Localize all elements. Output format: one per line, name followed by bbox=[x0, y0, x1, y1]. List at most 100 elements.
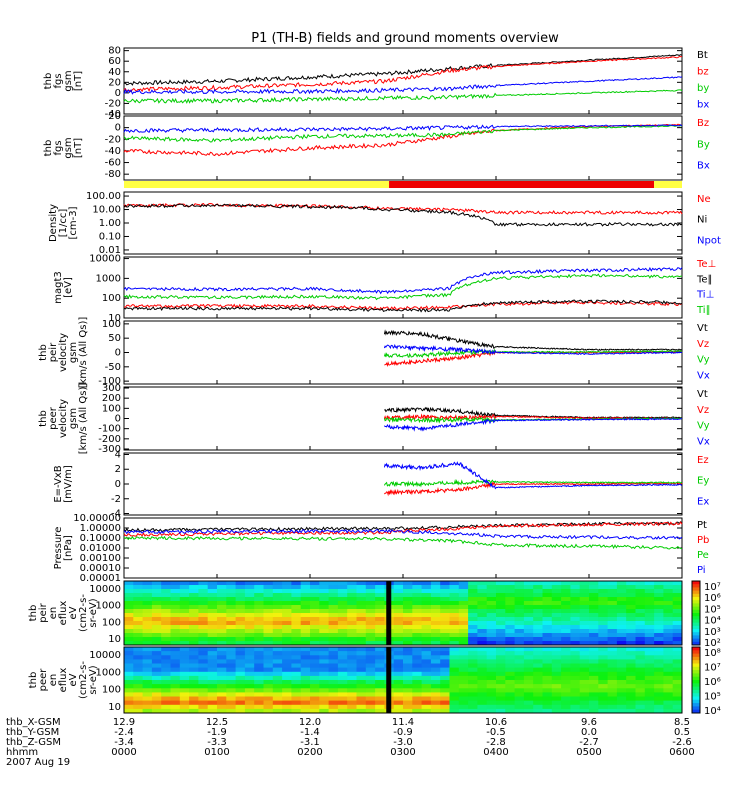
spectrogram-cell bbox=[347, 651, 357, 656]
ytick-label: 0 bbox=[115, 348, 121, 359]
spectrogram-cell bbox=[477, 597, 488, 602]
spectrogram-cell bbox=[170, 704, 181, 710]
spectrogram-cell bbox=[561, 696, 571, 702]
spectrogram-cell bbox=[551, 684, 562, 689]
ytick-label: 0.01000 bbox=[80, 543, 121, 554]
spectrogram-cell bbox=[505, 629, 516, 634]
spectrogram-cell bbox=[356, 671, 367, 677]
spectrogram-cell bbox=[244, 597, 255, 602]
ytick-label: -40 bbox=[105, 146, 121, 157]
spectrogram-cell bbox=[337, 637, 348, 642]
spectrogram-cell bbox=[319, 651, 330, 656]
spectrogram-cell bbox=[217, 692, 227, 697]
spectrogram-cell bbox=[589, 581, 599, 586]
legend-Npot: Npot bbox=[697, 235, 721, 246]
spectrogram-cell bbox=[403, 647, 413, 652]
spectrogram-cell bbox=[310, 605, 320, 610]
spectrogram-cell bbox=[514, 647, 525, 652]
spectrogram-cell bbox=[579, 613, 590, 618]
spectrogram-cell bbox=[151, 629, 162, 634]
spectrogram-cell bbox=[226, 637, 237, 642]
spectrogram-cell bbox=[496, 601, 506, 606]
spectrogram-cell bbox=[644, 629, 655, 634]
spectrogram-cell bbox=[337, 625, 348, 630]
spectrogram-cell bbox=[207, 680, 218, 685]
spectrogram-cell bbox=[179, 708, 190, 714]
xtick-label: 0200 bbox=[297, 747, 322, 758]
spectrogram-cell bbox=[449, 617, 460, 622]
spectrogram-cell bbox=[551, 680, 562, 685]
spectrogram-cell bbox=[477, 659, 488, 664]
spectrogram-cell bbox=[449, 625, 460, 630]
spectrogram-cell bbox=[356, 692, 367, 697]
spectrogram-cell bbox=[421, 675, 432, 681]
legend-bz: bz bbox=[697, 67, 709, 78]
series-line-Vz bbox=[383, 413, 682, 422]
spectrogram-cell bbox=[598, 680, 609, 685]
spectrogram-cell bbox=[654, 641, 664, 646]
spectrogram-cell bbox=[589, 585, 599, 590]
spectrogram-cell bbox=[505, 663, 516, 669]
spectrogram-cell bbox=[440, 708, 450, 714]
spectrogram-cell bbox=[235, 601, 246, 606]
colorbar-cell bbox=[692, 663, 700, 668]
spectrogram-cell bbox=[328, 585, 339, 590]
spectrogram-cell bbox=[514, 637, 525, 642]
spectrogram-cell bbox=[263, 581, 274, 586]
spectrogram-cell bbox=[570, 688, 581, 693]
spectrogram-cell bbox=[403, 667, 413, 673]
colorbar-cell bbox=[692, 606, 700, 611]
spectrogram-cell bbox=[458, 651, 469, 656]
spectrogram-cell bbox=[328, 655, 339, 660]
spectrogram-cell bbox=[347, 625, 357, 630]
spectrogram-cell bbox=[626, 675, 636, 681]
spectrogram-cell bbox=[551, 633, 562, 638]
spectrogram-cell bbox=[570, 617, 581, 622]
spectrogram-cell bbox=[235, 597, 246, 602]
spectrogram-cell bbox=[523, 593, 534, 598]
spectrogram-cell bbox=[254, 605, 264, 610]
series-line-Ti∥ bbox=[123, 273, 683, 301]
spectrogram-cell bbox=[579, 637, 590, 642]
spectrogram-cell bbox=[198, 708, 209, 714]
spectrogram-cell bbox=[430, 655, 441, 660]
spectrogram-cell bbox=[226, 633, 237, 638]
spectrogram-cell bbox=[477, 700, 488, 706]
spectrogram-cell bbox=[561, 585, 571, 590]
spectrogram-cell bbox=[412, 696, 423, 702]
spectrogram-cell bbox=[133, 589, 144, 594]
spectrogram-cell bbox=[198, 647, 209, 652]
spectrogram-cell bbox=[151, 637, 162, 642]
spectrogram-cell bbox=[654, 633, 664, 638]
spectrogram-cell bbox=[133, 700, 144, 706]
spectrogram-cell bbox=[570, 647, 581, 652]
spectrogram-cell bbox=[579, 675, 590, 681]
spectrogram-cell bbox=[393, 684, 404, 689]
spectrogram-cell bbox=[151, 633, 162, 638]
spectrogram-cell bbox=[254, 684, 264, 689]
spectrogram-cell bbox=[468, 621, 478, 626]
spectrogram-cell bbox=[533, 597, 543, 602]
colorbar-cell bbox=[692, 660, 700, 664]
xtick-label: -3.3 bbox=[207, 737, 227, 748]
spectrogram-cell bbox=[403, 671, 413, 677]
spectrogram-cell bbox=[291, 704, 302, 710]
spectrogram-cell bbox=[523, 613, 534, 618]
spectrogram-cell bbox=[170, 700, 181, 706]
spectrogram-cell bbox=[551, 617, 562, 622]
xtick-label: 0300 bbox=[390, 747, 415, 758]
spectrogram-cell bbox=[161, 663, 171, 669]
ylabel-line: thb bbox=[43, 73, 54, 90]
spectrogram-cell bbox=[672, 692, 683, 697]
spectrogram-cell bbox=[496, 617, 506, 622]
spectrogram-cell bbox=[551, 688, 562, 693]
spectrogram-cell bbox=[179, 581, 190, 586]
spectrogram-cell bbox=[430, 609, 441, 614]
spectrogram-cell bbox=[133, 663, 144, 669]
spectrogram-cell bbox=[607, 704, 618, 710]
spectrogram-cell bbox=[663, 641, 674, 646]
spectrogram-cell bbox=[263, 593, 274, 598]
spectrogram-cell bbox=[616, 585, 627, 590]
spectrogram-cell bbox=[393, 605, 404, 610]
spectrogram-cell bbox=[217, 688, 227, 693]
